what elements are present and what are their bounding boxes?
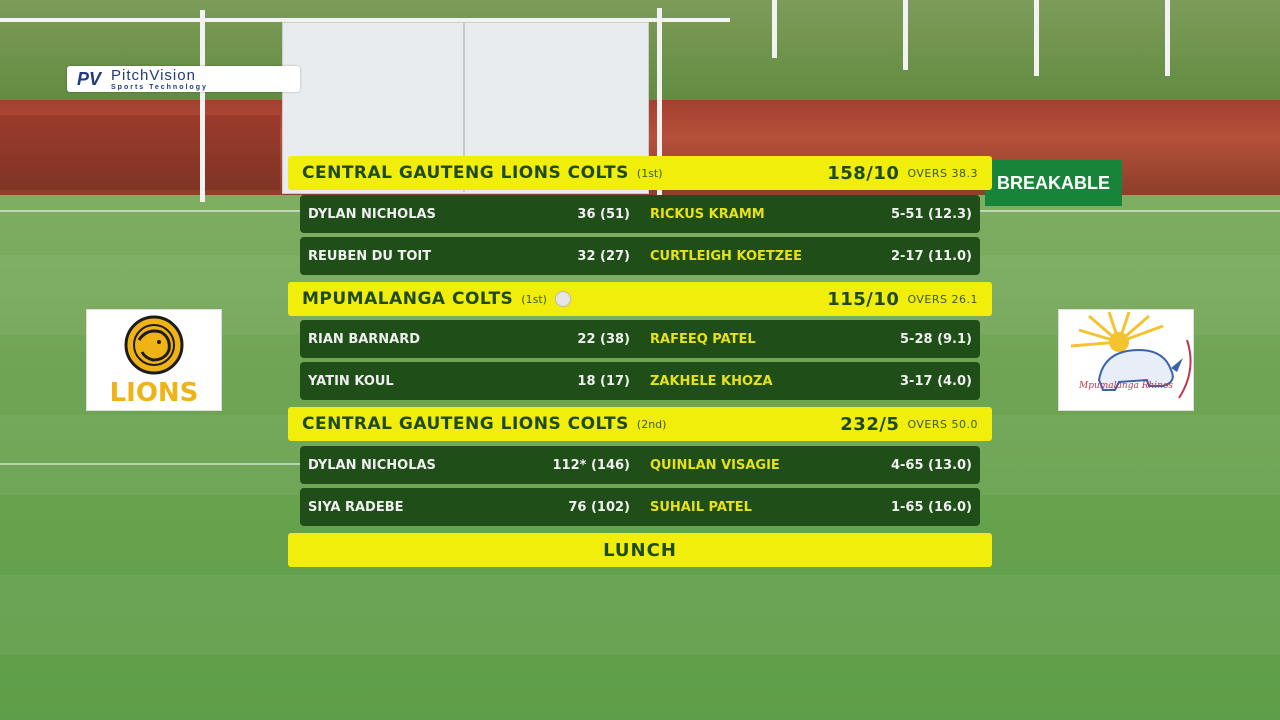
bowler-figures: 2-17 (11.0) — [890, 248, 972, 264]
cricket-ball-icon — [554, 291, 571, 307]
sightscreen-seam — [463, 22, 465, 192]
batter-score: 112* (146) — [552, 457, 630, 473]
batter-score: 36 (51) — [577, 206, 630, 222]
pitchvision-tagline: Sports Technology — [111, 83, 208, 91]
pitchvision-name: PitchVision — [111, 66, 196, 84]
innings-header: CENTRAL GAUTENG LIONS COLTS (1st) 158/10… — [288, 156, 992, 190]
batter-name: SIYA RADEBE — [308, 499, 404, 515]
batter-score: 18 (17) — [577, 373, 630, 389]
rhino-sun-icon — [1070, 311, 1192, 399]
team-name: CENTRAL GAUTENG LIONS COLTS — [302, 163, 629, 183]
overs: OVERS 38.3 — [907, 166, 978, 180]
team-score: 232/5 — [840, 413, 900, 435]
player-row: SIYA RADEBE 76 (102) SUHAIL PATEL 1-65 (… — [300, 488, 980, 526]
batter-score: 76 (102) — [568, 499, 630, 515]
fence-post — [200, 10, 205, 202]
innings-header: CENTRAL GAUTENG LIONS COLTS (2nd) 232/5 … — [288, 407, 992, 441]
batter-score: 22 (38) — [577, 331, 630, 347]
fence-post — [772, 0, 777, 58]
advertising-board: BREAKABLE — [985, 160, 1122, 206]
overs: OVERS 50.0 — [907, 417, 978, 431]
bowler-name: RICKUS KRAMM — [650, 206, 765, 222]
bowler-figures: 5-51 (12.3) — [890, 206, 972, 222]
rhinos-logo-text: Mpumalanga Rhinos — [1079, 381, 1173, 391]
batter-name: RIAN BARNARD — [308, 331, 421, 347]
bowler-figures: 4-65 (13.0) — [890, 457, 972, 473]
red-soil-bank-left — [0, 115, 280, 190]
batter-name: DYLAN NICHOLAS — [308, 206, 436, 222]
team-score: 115/10 — [827, 288, 900, 310]
fence-post — [903, 0, 908, 70]
bowler-name: SUHAIL PATEL — [650, 499, 752, 515]
match-status-bar: LUNCH — [288, 533, 992, 567]
batter-name: YATIN KOUL — [308, 373, 394, 389]
player-row: REUBEN DU TOIT 32 (27) CURTLEIGH KOETZEE… — [300, 237, 980, 275]
fence-post — [1165, 0, 1170, 76]
bowler-name: CURTLEIGH KOETZEE — [650, 248, 802, 264]
batter-score: 32 (27) — [577, 248, 630, 264]
lions-logo-text: LIONS — [109, 378, 199, 408]
bowler-name: RAFEEQ PATEL — [650, 331, 756, 347]
mpumalanga-rhinos-logo: Mpumalanga Rhinos — [1058, 309, 1194, 411]
bowler-figures: 5-28 (9.1) — [900, 331, 972, 347]
overs: OVERS 26.1 — [907, 292, 978, 306]
team-name: MPUMALANGA COLTS — [302, 289, 514, 309]
batter-name: REUBEN DU TOIT — [308, 248, 432, 264]
pitchvision-logo: PV PitchVision Sports Technology — [67, 66, 300, 92]
bowler-name: QUINLAN VISAGIE — [650, 457, 780, 473]
bowler-figures: 3-17 (4.0) — [900, 373, 972, 389]
lions-team-logo: LIONS — [86, 309, 222, 411]
innings-number: (1st) — [636, 166, 663, 180]
team-name: CENTRAL GAUTENG LIONS COLTS — [302, 414, 629, 434]
team-score: 158/10 — [827, 162, 900, 184]
innings-header: MPUMALANGA COLTS (1st) 115/10 OVERS 26.1 — [288, 282, 992, 316]
innings-number: (2nd) — [636, 417, 667, 431]
player-row: YATIN KOUL 18 (17) ZAKHELE KHOZA 3-17 (4… — [300, 362, 980, 400]
fence-post — [1034, 0, 1039, 76]
pitch-crease-line — [0, 463, 300, 465]
fence-rail — [0, 18, 730, 22]
fence-post — [657, 8, 662, 198]
player-row: DYLAN NICHOLAS 112* (146) QUINLAN VISAGI… — [300, 446, 980, 484]
player-row: RIAN BARNARD 22 (38) RAFEEQ PATEL 5-28 (… — [300, 320, 980, 358]
bowler-figures: 1-65 (16.0) — [890, 499, 972, 515]
lion-head-icon — [124, 315, 184, 375]
pitchvision-mark-icon: PV — [76, 68, 101, 89]
batter-name: DYLAN NICHOLAS — [308, 457, 436, 473]
field-stripe — [0, 575, 1280, 655]
innings-number: (1st) — [521, 292, 547, 306]
match-status: LUNCH — [603, 539, 677, 561]
advertising-board-text: BREAKABLE — [996, 172, 1110, 193]
player-row: DYLAN NICHOLAS 36 (51) RICKUS KRAMM 5-51… — [300, 195, 980, 233]
bowler-name: ZAKHELE KHOZA — [650, 373, 773, 389]
